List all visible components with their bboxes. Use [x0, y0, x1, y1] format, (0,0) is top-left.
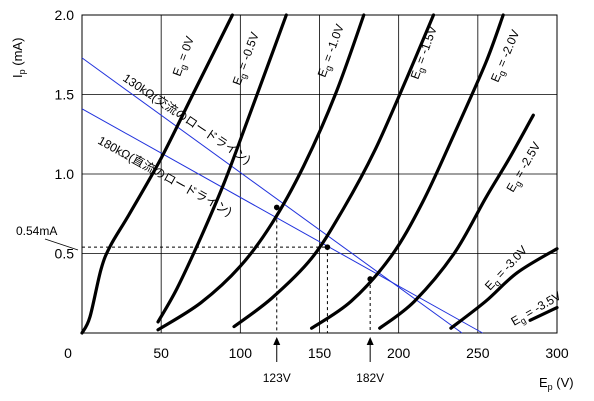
curve-label: Eg = -2.0V [488, 28, 524, 85]
operating-point [273, 204, 280, 211]
voltage-123-label: 123V [263, 371, 291, 385]
y-tick-label: 1.5 [55, 87, 75, 103]
curve-label: Eg = -2.5V [503, 140, 545, 196]
characteristic-curves [80, 13, 559, 335]
y-tick-label: 1.0 [55, 166, 75, 182]
curve-label: Eg = -1.5V [408, 24, 442, 82]
load-line-label: 180kΩ(直流のロードライン) [96, 133, 235, 218]
x-tick-label: 200 [387, 345, 411, 361]
characteristic-curve [156, 13, 366, 332]
chart-text: 0 50 100 150 200 250 300 0.5 1.0 1.5 2.0 Ep (V) Ip (… [10, 7, 574, 392]
characteristic-curve [449, 247, 559, 330]
grid [81, 14, 558, 334]
x-tick-label: 50 [153, 345, 169, 361]
operating-guides [82, 207, 371, 333]
y-axis-label: Ip (mA) [10, 38, 27, 78]
x-axis-label: Ep (V) [539, 375, 574, 392]
voltage-182-label: 182V [356, 371, 384, 385]
x-tick-label: 250 [466, 345, 490, 361]
characteristic-curve [156, 13, 288, 324]
y-tick-label: 0.5 [55, 246, 75, 262]
operating-point [367, 276, 373, 282]
plot-frame [81, 14, 558, 334]
x-tick-label: 150 [308, 345, 332, 361]
current-label: 0.54mA [16, 224, 57, 238]
load-line [81, 57, 463, 334]
x-tick-label: 100 [229, 345, 253, 361]
load-lines [81, 57, 483, 334]
characteristic-curve [80, 13, 234, 335]
operating-points [273, 204, 373, 282]
x-tick-label: 0 [64, 345, 72, 361]
voltage-123-arrow-head [273, 337, 281, 345]
load-line [81, 108, 483, 334]
y-tick-label: 2.0 [55, 7, 75, 23]
curve-label: Eg = -0.5V [230, 30, 264, 88]
curve-label: Eg = 0V [170, 34, 199, 78]
current-leader [44, 238, 79, 251]
voltage-182-arrow-head [366, 337, 374, 345]
x-tick-label: 300 [545, 345, 569, 361]
operating-point [324, 244, 331, 250]
characteristic-curve [232, 13, 436, 329]
characteristic-curve [310, 13, 505, 330]
characteristic-curve [378, 113, 535, 330]
characteristic-curve [528, 306, 559, 322]
